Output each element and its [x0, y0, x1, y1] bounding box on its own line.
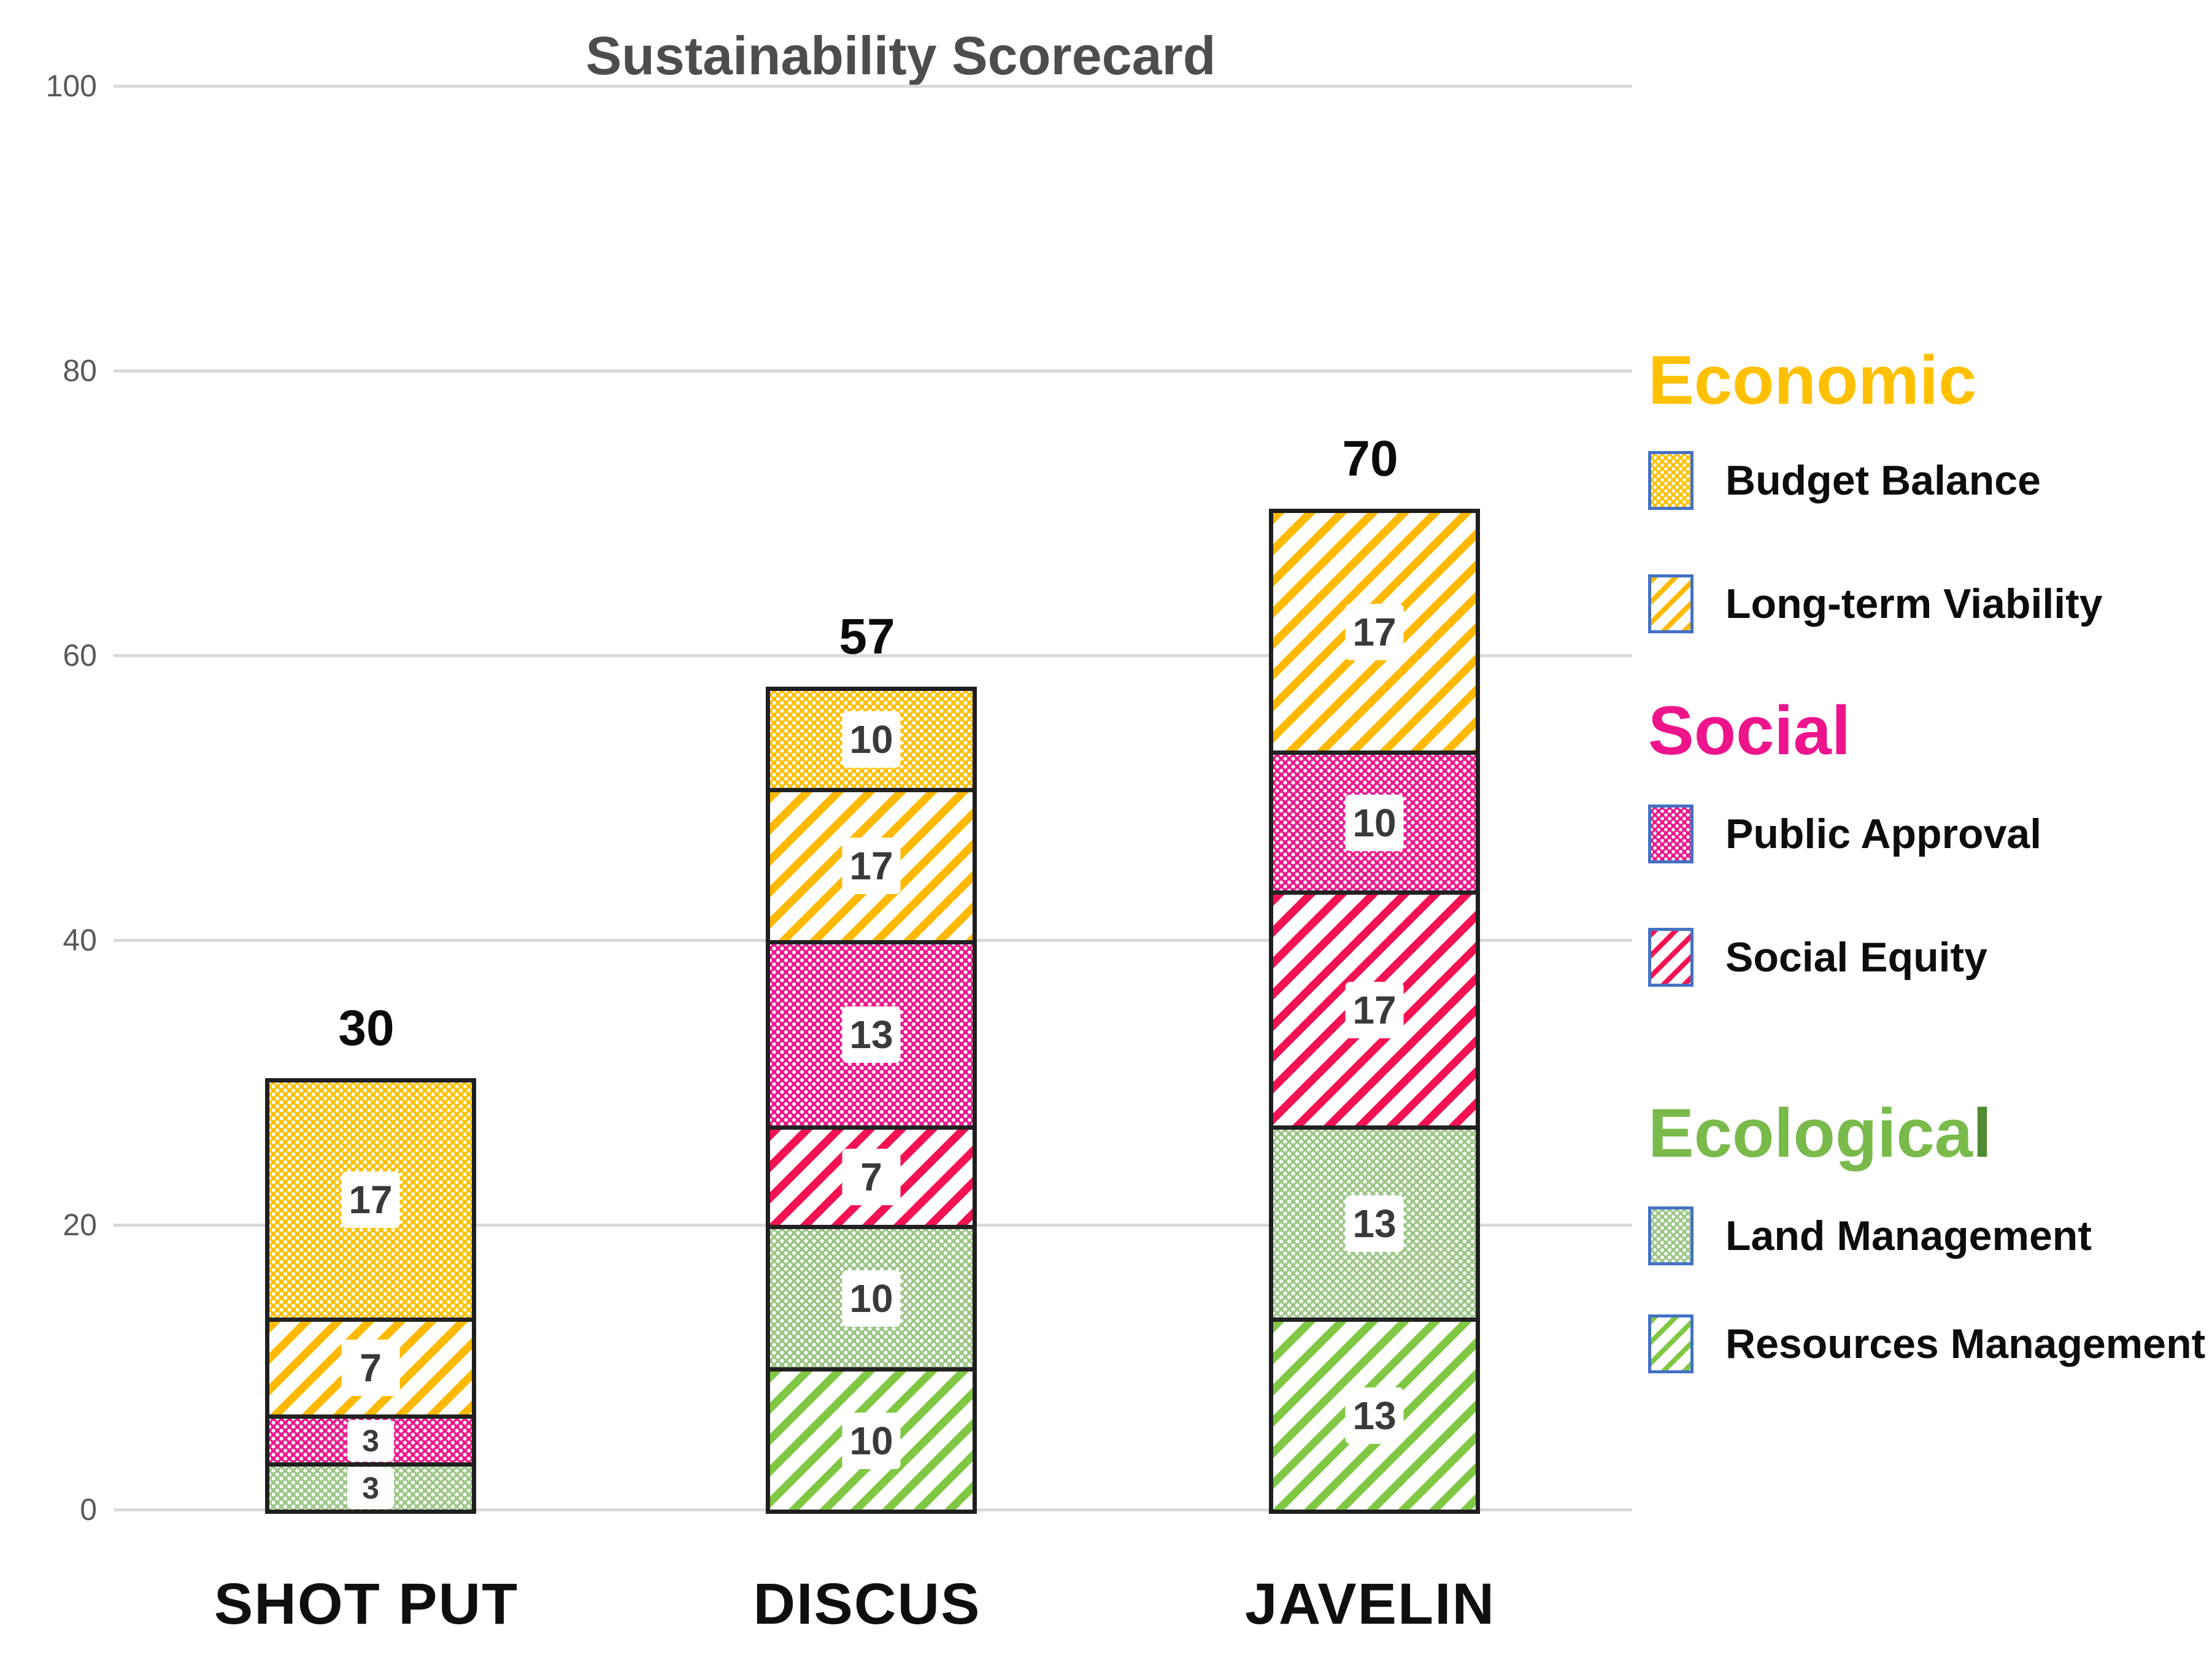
legend-swatch-dots-icon [1648, 1206, 1694, 1266]
segment-value-label: 7 [341, 1340, 400, 1397]
segment-value-label: 10 [842, 1412, 901, 1469]
segment-long_term_viability: 17 [770, 787, 973, 940]
y-axis-tick-40: 40 [63, 923, 97, 957]
gridline-80 [114, 369, 1632, 372]
segment-social_equity: 7 [770, 1125, 973, 1225]
segment-value-label: 10 [1345, 794, 1404, 851]
bar-total-label: 30 [338, 1000, 395, 1056]
legend-item-budget_balance: Budget Balance [1648, 450, 2212, 510]
bar-total-label: 57 [839, 609, 895, 665]
segment-social_equity: 17 [1273, 890, 1476, 1125]
segment-land_management: 10 [770, 1225, 973, 1367]
legend-item-label: Land Management [1725, 1213, 2092, 1260]
segment-long_term_viability: 7 [269, 1317, 472, 1414]
segment-public_approval: 13 [770, 940, 973, 1125]
legend-heading-economic: Economic [1648, 342, 1977, 419]
segment-resources_management: 10 [770, 1367, 973, 1510]
legend-item-label: Budget Balance [1725, 457, 2041, 504]
segment-value-label: 3 [347, 1419, 394, 1462]
segment-budget_balance: 17 [269, 1082, 472, 1317]
bar-javelin: 13 13 17 10 17 [1269, 509, 1480, 1514]
legend-swatch-stripes-icon [1648, 574, 1694, 633]
legend-item-label: Public Approval [1725, 810, 2042, 857]
bar-shot-put: 3 3 7 17 [265, 1078, 476, 1514]
x-axis-label-shot-put: SHOT PUT [214, 1572, 519, 1637]
legend-swatch-dots-icon [1648, 804, 1694, 863]
legend-item-label: Social Equity [1725, 933, 1987, 981]
segment-public_approval: 3 [269, 1414, 472, 1463]
legend-item-social_equity: Social Equity [1648, 927, 2212, 987]
chart-legend: Economic Budget Balance Long-term Viabilit… [1648, 341, 2212, 1374]
chart-title: Sustainability Scorecard [585, 25, 1216, 86]
x-axis-label-javelin: JAVELIN [1244, 1572, 1496, 1637]
segment-resources_management: 13 [1273, 1317, 1476, 1510]
legend-swatch-dots-icon [1648, 450, 1694, 510]
bar-total-label: 70 [1342, 431, 1398, 487]
segment-value-label: 13 [842, 1006, 901, 1063]
legend-item-label: Resources Management [1725, 1321, 2206, 1368]
y-axis-tick-80: 80 [63, 353, 97, 388]
legend-swatch-stripes-icon [1648, 1314, 1694, 1374]
bar-discus: 10 10 7 13 17 10 [766, 687, 977, 1514]
gridline-100 [114, 85, 1632, 88]
y-axis-tick-100: 100 [45, 69, 97, 103]
segment-value-label: 17 [341, 1171, 400, 1229]
segment-land_management: 13 [1273, 1125, 1476, 1317]
segment-value-label: 7 [842, 1149, 901, 1206]
segment-value-label: 3 [347, 1467, 394, 1510]
legend-heading-social: Social [1648, 692, 1851, 769]
legend-heading-ecological: Ecological [1648, 1094, 1992, 1171]
legend-swatch-stripes-icon [1648, 927, 1694, 987]
segment-land_management: 3 [269, 1462, 472, 1510]
legend-item-resources_management: Resources Management [1648, 1314, 2212, 1374]
y-axis-tick-0: 0 [80, 1492, 97, 1527]
legend-item-long_term_viability: Long-term Viability [1648, 574, 2212, 633]
segment-budget_balance: 10 [770, 691, 973, 788]
segment-value-label: 17 [1345, 981, 1404, 1038]
segment-public_approval: 10 [1273, 750, 1476, 890]
segment-value-label: 10 [842, 711, 901, 768]
segment-long_term_viability: 17 [1273, 513, 1476, 751]
segment-value-label: 17 [1345, 603, 1404, 660]
y-axis-tick-60: 60 [63, 638, 97, 673]
gridline-60 [114, 654, 1632, 657]
segment-value-label: 13 [1345, 1387, 1404, 1444]
legend-item-land_management: Land Management [1648, 1206, 2212, 1266]
legend-item-label: Long-term Viability [1725, 580, 2103, 627]
segment-value-label: 13 [1345, 1195, 1404, 1252]
x-axis-label-discus: DISCUS [753, 1572, 981, 1637]
legend-item-public_approval: Public Approval [1648, 804, 2212, 863]
segment-value-label: 10 [842, 1270, 901, 1327]
segment-value-label: 17 [842, 838, 901, 895]
y-axis-tick-20: 20 [63, 1208, 97, 1242]
